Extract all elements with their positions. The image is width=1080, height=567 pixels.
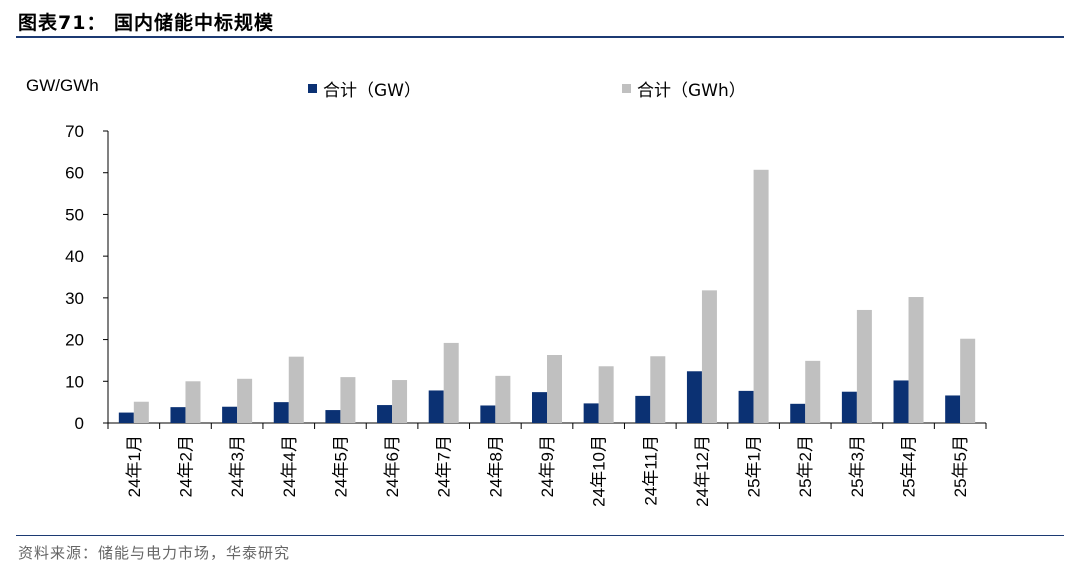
source-note: 资料来源：储能与电力市场，华泰研究	[18, 544, 291, 562]
x-tick-label: 24年7月	[435, 435, 454, 497]
x-tick-label: 24年5月	[331, 435, 350, 497]
legend-swatch-gwh	[622, 84, 631, 93]
bar-gwh	[340, 377, 356, 423]
y-tick-label: 20	[65, 331, 84, 350]
y-tick-label: 70	[65, 122, 84, 141]
x-tick-label: 24年12月	[693, 435, 712, 507]
bar-gwh	[753, 169, 769, 423]
figure-title: 图表71： 国内储能中标规模	[18, 12, 275, 34]
bar-gw	[325, 410, 341, 423]
y-axis-unit-label: GW/GWh	[26, 76, 99, 95]
bar-gw	[686, 371, 702, 423]
legend-item-gw: 合计（GW）	[308, 76, 421, 101]
x-tick-label: 25年3月	[848, 435, 867, 497]
bar-gw	[170, 407, 186, 423]
bar-gwh	[288, 356, 304, 423]
y-tick-label: 30	[65, 289, 84, 308]
y-tick-label: 10	[65, 372, 84, 391]
bar-gwh	[650, 356, 666, 423]
title-divider	[16, 36, 1064, 38]
x-tick-label: 24年6月	[383, 435, 402, 497]
x-tick-label: 25年5月	[951, 435, 970, 497]
y-tick-label: 50	[65, 205, 84, 224]
legend-item-gwh: 合计（GWh）	[622, 76, 746, 101]
bar-gwh	[960, 338, 976, 423]
bar-gw	[583, 403, 599, 423]
bar-gwh	[443, 342, 459, 423]
x-tick-label: 24年2月	[176, 435, 195, 497]
bar-gw	[273, 402, 289, 423]
x-tick-label: 24年3月	[228, 435, 247, 497]
bar-gw	[480, 405, 496, 423]
bar-gwh	[133, 401, 149, 423]
bar-gwh	[547, 355, 562, 423]
bar-gwh	[185, 381, 201, 423]
bar-gw	[945, 395, 961, 423]
legend-label-gw: 合计（GW）	[323, 81, 421, 101]
bar-gw	[841, 391, 857, 423]
bar-gw	[428, 390, 444, 423]
y-tick-label: 60	[65, 164, 84, 183]
x-tick-label: 25年2月	[796, 435, 815, 497]
x-tick-label: 25年1月	[745, 435, 764, 497]
x-tick-label: 25年4月	[900, 435, 919, 497]
legend-swatch-gw	[308, 84, 317, 93]
bar-gw	[532, 392, 547, 423]
bar-gwh	[908, 297, 924, 423]
bar-gw	[222, 406, 238, 423]
x-tick-label: 24年1月	[125, 435, 144, 497]
y-tick-label: 0	[75, 414, 84, 433]
x-tick-label: 24年4月	[280, 435, 299, 497]
source-divider	[16, 535, 1064, 536]
bar-gwh	[856, 309, 872, 423]
bar-gw	[893, 380, 909, 423]
bar-gw	[635, 395, 651, 423]
y-tick-label: 40	[65, 247, 84, 266]
bar-gw	[790, 403, 806, 423]
bar-gwh	[598, 366, 614, 423]
bar-gwh	[392, 380, 408, 423]
bar-gwh	[805, 360, 821, 423]
legend-label-gwh: 合计（GWh）	[637, 81, 746, 101]
bar-gwh	[701, 290, 717, 423]
bar-gw	[377, 405, 393, 423]
bar-gw	[118, 412, 134, 423]
x-tick-label: 24年8月	[486, 435, 505, 497]
x-tick-label: 24年9月	[538, 435, 557, 497]
bar-gw	[738, 390, 754, 423]
bar-gwh	[237, 378, 253, 423]
x-tick-label: 24年10月	[590, 435, 609, 507]
bar-gwh	[495, 375, 511, 423]
x-tick-label: 24年11月	[641, 435, 660, 506]
